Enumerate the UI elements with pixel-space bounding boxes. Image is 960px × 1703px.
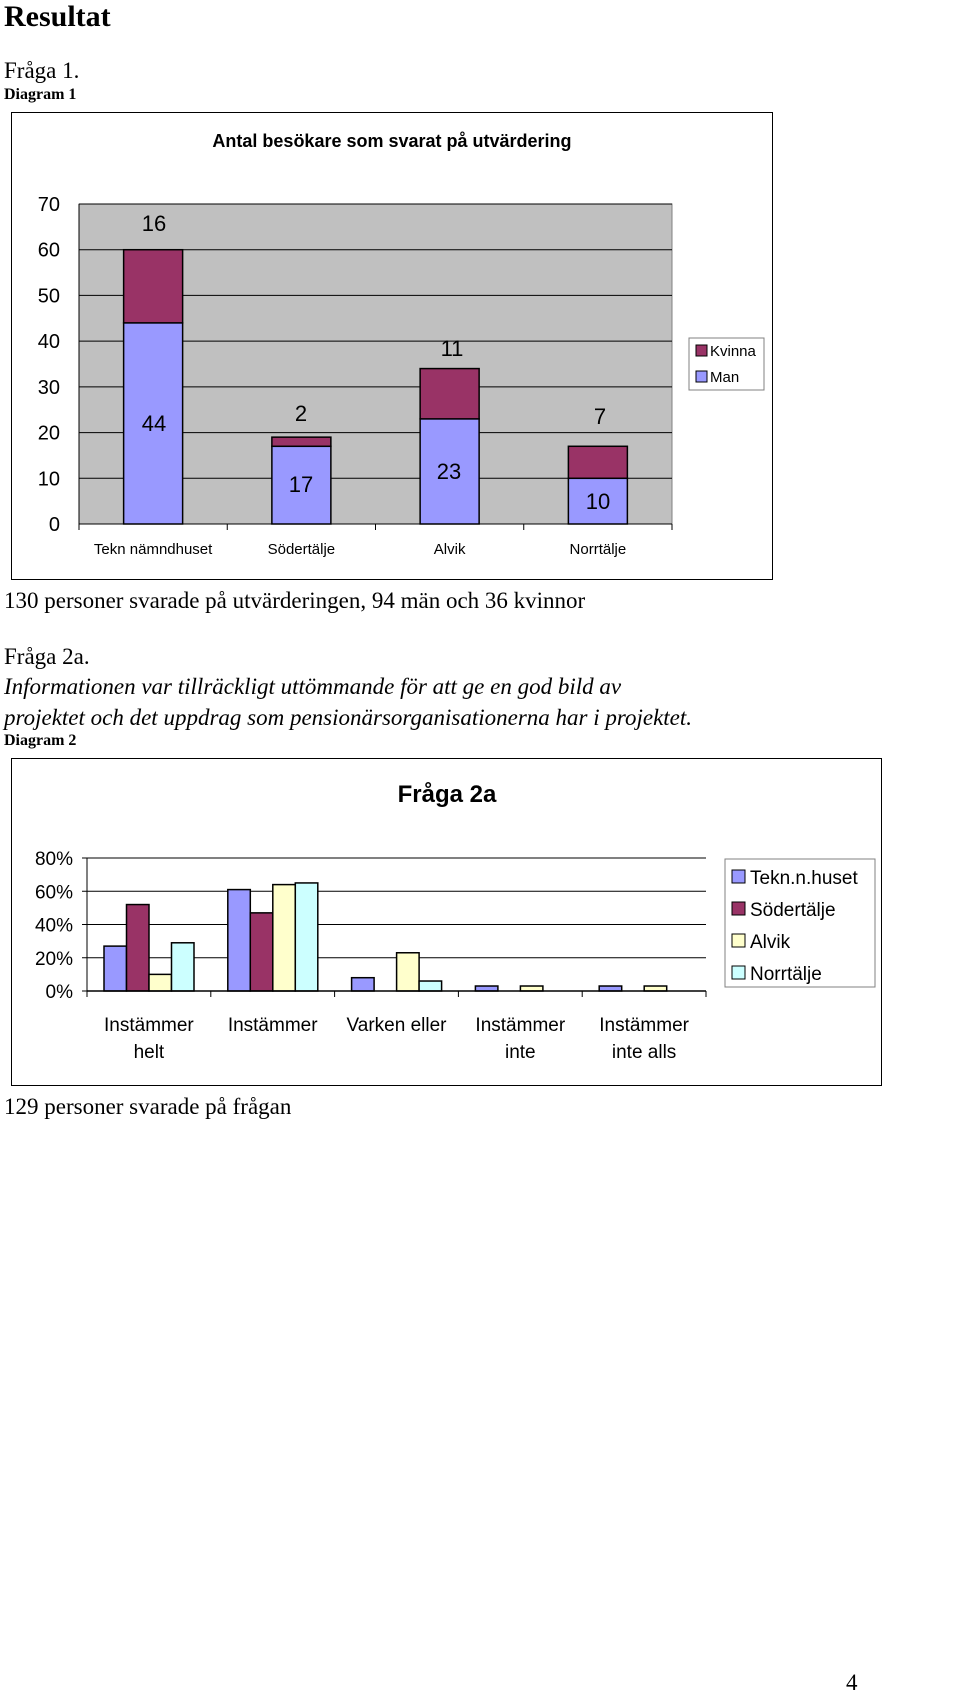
chart-1-bar-kvinna (271, 436, 332, 448)
chart-1-y-tick-label: 10 (38, 468, 60, 490)
chart-2-bar (272, 883, 297, 992)
chart-1-data-label-man: 10 (586, 489, 610, 514)
chart-1: Antal besökare som svarat på utvärdering… (11, 112, 773, 580)
chart-1-data-label-kvinna: 2 (295, 401, 307, 426)
chart-2-legend-swatch (731, 965, 746, 980)
chart-2-y-tick-label: 20% (35, 949, 73, 970)
diagram-2-label: Diagram 2 (4, 732, 77, 749)
chart-1-x-label: Tekn nämndhuset (94, 541, 213, 558)
chart-2-legend-label: Norrtälje (750, 964, 822, 985)
chart-1-x-label: Alvik (434, 541, 466, 558)
chart-1-legend-label: Man (710, 369, 739, 386)
chart-2-bar (227, 888, 252, 992)
chart-1-bar-kvinna (419, 367, 480, 420)
chart-1-bar-man (419, 418, 480, 525)
chart-1-legend-swatch (695, 370, 708, 383)
chart-2-y-tick-label: 80% (35, 849, 73, 870)
chart-1-legend-label: Kvinna (710, 343, 757, 360)
chart-1-legend: Kvinna Man (688, 337, 765, 391)
chart-1-y-tick-label: 50 (38, 285, 60, 307)
question-1-summary: 130 personer svarade på utvärderingen, 9… (4, 588, 586, 613)
chart-2-bar (103, 945, 128, 992)
chart-2-x-label: inte (505, 1042, 536, 1063)
chart-2-x-label: Instämmer (599, 1015, 689, 1036)
chart-2-bar (249, 912, 274, 992)
chart-1-data-label-kvinna: 16 (142, 211, 166, 236)
chart-2-y-tick-label: 0% (46, 982, 74, 1003)
chart-2-svg: Fråga 2a 0% 20% 40% 60% 80% Instämmer helt Instä… (35, 781, 876, 1063)
chart-1-bar-man (567, 477, 629, 525)
chart-2-y-tick-label: 60% (35, 882, 73, 903)
chart-1-y-tick-label: 60 (38, 240, 60, 262)
chart-1-bar-man (271, 445, 332, 525)
chart-2-legend-label: Södertälje (750, 900, 836, 921)
chart-1-y-tick-label: 40 (38, 331, 60, 353)
chart-1-data-label-man: 44 (142, 411, 166, 436)
chart-2-bar (418, 980, 443, 992)
chart-2-y-tick-label: 40% (35, 916, 73, 937)
question-2a-label: Fråga 2a. (4, 644, 90, 669)
page-heading: Resultat (4, 0, 111, 33)
chart-1-data-label-kvinna: 11 (441, 336, 464, 361)
chart-2-bar (170, 942, 195, 992)
chart-1-y-tick-label: 20 (38, 423, 60, 445)
chart-2-legend: Tekn.n.huset Södertälje Alvik Norrtälje (724, 858, 876, 988)
chart-1-title: Antal besökare som svarat på utvärdering (212, 131, 571, 151)
chart-1-data-label-kvinna: 7 (594, 404, 606, 429)
chart-2-x-label: inte alls (612, 1042, 676, 1063)
chart-1-svg: Antal besökare som svarat på utvärdering… (38, 131, 765, 558)
page-number: 4 (846, 1670, 858, 1695)
chart-2-bar (148, 973, 173, 992)
chart-2-x-label: Varken eller (347, 1015, 448, 1036)
chart-1-x-label: Norrtälje (570, 541, 627, 558)
chart-2-bar (395, 952, 420, 992)
chart-2: Fråga 2a 0% 20% 40% 60% 80% Instämmer helt Instä… (11, 758, 882, 1086)
question-2a-summary: 129 personer svarade på frågan (4, 1094, 292, 1119)
chart-1-y-tick-label: 0 (49, 514, 60, 536)
question-2a-text-line-1: Informationen var tillräckligt uttömmand… (4, 674, 622, 699)
chart-2-legend-label: Alvik (750, 932, 791, 953)
chart-1-x-label: Södertälje (268, 541, 336, 558)
chart-1-y-tick-label: 30 (38, 377, 60, 399)
chart-1-y-tick-label: 70 (38, 194, 60, 216)
chart-2-x-label: Instämmer (475, 1015, 565, 1036)
chart-2-x-label: helt (134, 1042, 165, 1063)
chart-2-legend-swatch (731, 869, 746, 884)
chart-2-x-label: Instämmer (228, 1015, 318, 1036)
chart-1-legend-swatch (695, 344, 708, 357)
chart-1-bar-kvinna (567, 445, 629, 480)
chart-2-bar (350, 976, 375, 992)
chart-1-bar-kvinna (122, 248, 184, 324)
chart-2-title: Fråga 2a (398, 781, 497, 808)
chart-2-x-label: Instämmer (104, 1015, 194, 1036)
diagram-1-label: Diagram 1 (4, 86, 77, 103)
chart-2-bar (125, 903, 150, 992)
chart-2-legend-box (724, 858, 876, 988)
chart-1-bar-man (122, 322, 184, 525)
question-1-label: Fråga 1. (4, 58, 80, 83)
chart-2-bar (294, 882, 319, 992)
question-2a-text-line-2: projektet och det uppdrag som pensionärs… (4, 705, 693, 730)
chart-1-data-label-man: 23 (437, 459, 461, 484)
chart-2-legend-swatch (731, 901, 746, 916)
chart-2-legend-label: Tekn.n.huset (750, 868, 858, 889)
chart-2-legend-swatch (731, 933, 746, 948)
chart-1-data-label-man: 17 (289, 472, 313, 497)
